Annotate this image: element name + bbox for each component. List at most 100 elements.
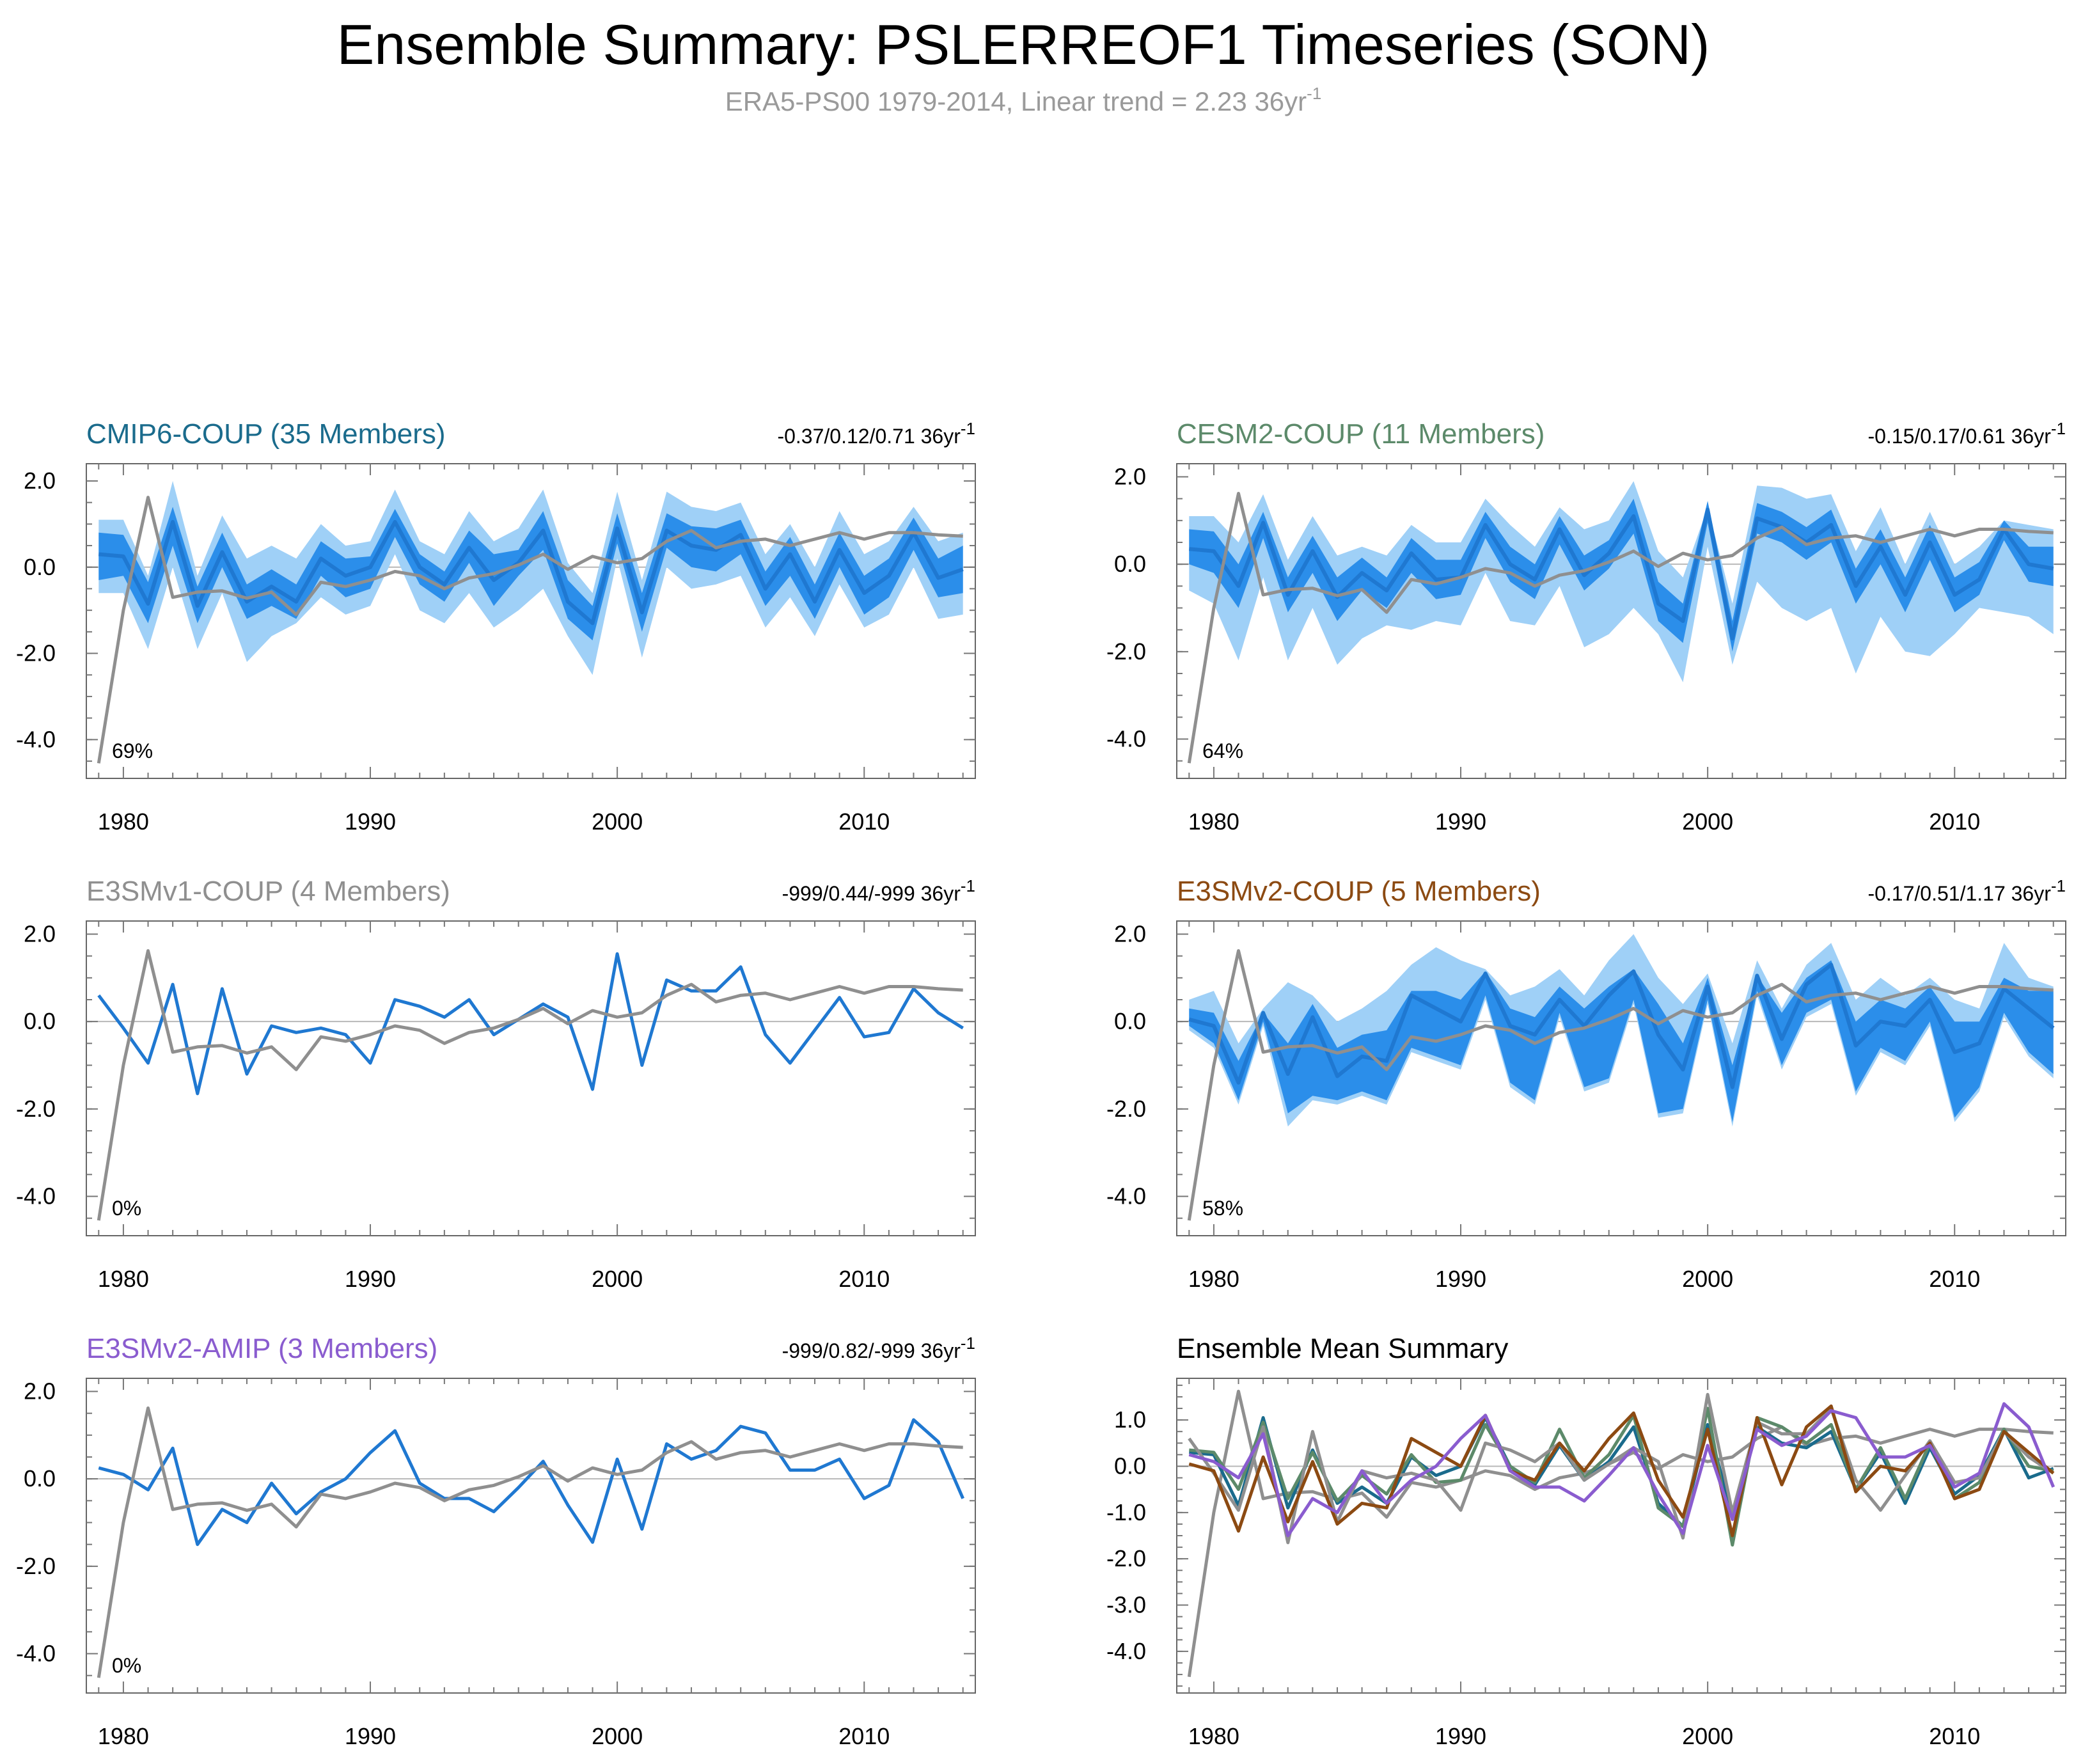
ensemble-mean-line bbox=[1189, 507, 2054, 641]
y-tick-label: -2.0 bbox=[1106, 1545, 1146, 1571]
percentile-annotation: 58% bbox=[1202, 1197, 1243, 1220]
x-tick-label: 1990 bbox=[1435, 1266, 1486, 1292]
ensemble-range-band bbox=[98, 481, 963, 675]
figure-title: Ensemble Summary: PSLERREOF1 Timeseries … bbox=[337, 13, 1710, 76]
trend-stats: -0.15/0.17/0.61 36yr-1 bbox=[1867, 419, 2066, 448]
y-tick-label: 1.0 bbox=[1114, 1406, 1146, 1433]
observation-line bbox=[97, 949, 963, 1221]
plot-area bbox=[1177, 481, 2066, 764]
x-tick-label: 2010 bbox=[1929, 808, 1980, 835]
y-tick-label: 0.0 bbox=[1114, 1453, 1146, 1479]
x-tick-label: 1980 bbox=[98, 1723, 149, 1749]
panel-e3smv1: E3SMv1-COUP (4 Members) -999/0.44/-999 36… bbox=[16, 876, 976, 1292]
y-tick-label: 2.0 bbox=[24, 1378, 56, 1405]
plot-frame bbox=[1176, 463, 2066, 779]
panel-title: CMIP6-COUP (35 Members) bbox=[86, 418, 446, 450]
x-tick-label: 2000 bbox=[592, 808, 643, 835]
plot-area bbox=[1177, 1389, 2066, 1678]
percentile-annotation: 69% bbox=[112, 739, 153, 762]
y-tick-label: 2.0 bbox=[24, 468, 56, 494]
trend-stats: -999/0.82/-999 36yr-1 bbox=[782, 1334, 975, 1362]
plot-area bbox=[86, 1406, 975, 1678]
x-tick-label: 1980 bbox=[1188, 808, 1239, 835]
y-tick-label: -2.0 bbox=[1106, 638, 1146, 665]
x-tick-label: 1980 bbox=[1188, 1266, 1239, 1292]
trend-stats: -0.17/0.51/1.17 36yr-1 bbox=[1867, 876, 2066, 905]
trend-stats-main: -0.17/0.51/1.17 36yr bbox=[1867, 882, 2051, 905]
x-tick-label: 2000 bbox=[1682, 1723, 1733, 1749]
series-line-cesm2 bbox=[1189, 1406, 2054, 1547]
panel-e3smv2coup: E3SMv2-COUP (5 Members) -0.17/0.51/1.17 3… bbox=[1106, 876, 2066, 1292]
x-tick-label: 1990 bbox=[1435, 808, 1486, 835]
observation-line bbox=[1187, 492, 2054, 764]
panel-title: E3SMv2-AMIP (3 Members) bbox=[86, 1333, 437, 1364]
y-tick-label: -2.0 bbox=[16, 1096, 56, 1122]
y-tick-label: -4.0 bbox=[1106, 726, 1146, 752]
trend-stats-sup: -1 bbox=[961, 876, 975, 895]
x-tick-label: 1990 bbox=[345, 808, 396, 835]
y-tick-label: 2.0 bbox=[1114, 921, 1146, 947]
panel-title: E3SMv1-COUP (4 Members) bbox=[86, 876, 450, 907]
y-tick-label: -2.0 bbox=[1106, 1096, 1146, 1122]
x-tick-label: 2010 bbox=[1929, 1266, 1980, 1292]
y-tick-label: -3.0 bbox=[1106, 1592, 1146, 1618]
plot-area bbox=[1177, 934, 2066, 1221]
x-tick-label: 1990 bbox=[345, 1266, 396, 1292]
y-tick-label: 2.0 bbox=[1114, 464, 1146, 490]
y-tick-label: 0.0 bbox=[24, 1465, 56, 1492]
trend-stats-sup: -1 bbox=[2051, 876, 2066, 895]
plot-area bbox=[86, 481, 975, 764]
observation-line bbox=[97, 1406, 963, 1678]
panel-cmip6: CMIP6-COUP (35 Members) -0.37/0.12/0.71 3… bbox=[16, 418, 976, 835]
figure-subtitle-main: ERA5-PS00 1979-2014, Linear trend = 2.23… bbox=[725, 86, 1307, 116]
x-tick-label: 2000 bbox=[592, 1723, 643, 1749]
ensemble-mean-line bbox=[98, 520, 964, 626]
ensemble-mean-line bbox=[98, 1418, 964, 1547]
trend-stats: -0.37/0.12/0.71 36yr-1 bbox=[777, 419, 975, 448]
plot-frame bbox=[1176, 920, 2066, 1236]
ensemble-mean-line bbox=[97, 952, 964, 1096]
y-tick-label: -2.0 bbox=[16, 1553, 56, 1579]
trend-stats-sup: -1 bbox=[961, 419, 975, 438]
figure-subtitle: ERA5-PS00 1979-2014, Linear trend = 2.23… bbox=[725, 84, 1322, 116]
x-tick-label: 2010 bbox=[1929, 1723, 1980, 1749]
percentile-annotation: 64% bbox=[1202, 739, 1243, 762]
series-line-e3smv2coup bbox=[1188, 1404, 2055, 1538]
x-tick-label: 1990 bbox=[1435, 1723, 1486, 1749]
x-tick-label: 1980 bbox=[98, 1266, 149, 1292]
percentile-annotation: 0% bbox=[112, 1654, 141, 1677]
y-tick-label: -4.0 bbox=[1106, 1183, 1146, 1209]
x-tick-label: 1980 bbox=[1188, 1723, 1239, 1749]
x-tick-label: 2000 bbox=[1682, 808, 1733, 835]
trend-stats-main: -999/0.82/-999 36yr bbox=[782, 1339, 961, 1362]
x-tick-label: 2010 bbox=[838, 1266, 890, 1292]
y-tick-label: -4.0 bbox=[16, 1641, 56, 1667]
y-tick-label: 0.0 bbox=[1114, 551, 1146, 577]
panel-title: E3SMv2-COUP (5 Members) bbox=[1177, 876, 1541, 907]
series-line-e3smv1 bbox=[1188, 1392, 2055, 1545]
plot-frame bbox=[86, 463, 976, 779]
trend-stats-main: -0.15/0.17/0.61 36yr bbox=[1867, 425, 2051, 448]
percentile-annotation: 0% bbox=[112, 1197, 141, 1220]
x-tick-label: 1980 bbox=[98, 808, 149, 835]
trend-stats-sup: -1 bbox=[961, 1334, 975, 1353]
x-tick-label: 2010 bbox=[838, 1723, 890, 1749]
plot-area bbox=[86, 949, 975, 1221]
series-line-e3smv2amip bbox=[1188, 1402, 2055, 1538]
panel-e3smv2amip: E3SMv2-AMIP (3 Members) -999/0.82/-999 36… bbox=[16, 1333, 976, 1749]
observation-line bbox=[1187, 1389, 2054, 1678]
observation-line bbox=[97, 496, 963, 764]
y-tick-label: -4.0 bbox=[16, 1183, 56, 1209]
y-tick-label: -2.0 bbox=[16, 640, 56, 666]
x-tick-label: 2010 bbox=[838, 808, 890, 835]
y-tick-label: -4.0 bbox=[16, 726, 56, 752]
panel-title: Ensemble Mean Summary bbox=[1177, 1333, 1508, 1364]
x-tick-label: 2000 bbox=[1682, 1266, 1733, 1292]
trend-stats: -999/0.44/-999 36yr-1 bbox=[782, 876, 975, 905]
y-tick-label: -1.0 bbox=[1106, 1499, 1146, 1525]
panel-cesm2: CESM2-COUP (11 Members) -0.15/0.17/0.61 3… bbox=[1106, 418, 2066, 835]
panel-summary: Ensemble Mean Summary 1.0 0.0 -1.0 -2.0 -3.0 -… bbox=[1106, 1333, 2066, 1749]
x-tick-label: 1990 bbox=[345, 1723, 396, 1749]
observation-line bbox=[1187, 949, 2054, 1221]
